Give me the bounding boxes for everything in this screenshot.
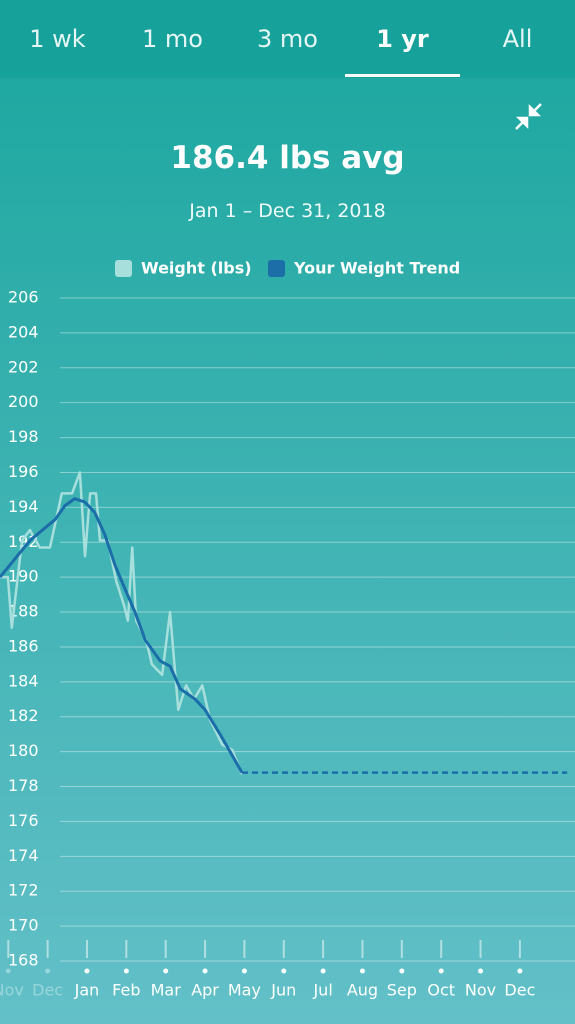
x-tick-dot xyxy=(5,968,11,974)
x-tick-dot xyxy=(123,968,129,974)
y-tick-label: 176 xyxy=(8,811,39,830)
y-tick-label: 180 xyxy=(8,741,39,760)
legend-swatch xyxy=(268,260,285,277)
collapse-icon[interactable] xyxy=(515,103,542,130)
y-tick-label: 198 xyxy=(8,427,39,446)
x-tick-label: Sep xyxy=(387,981,417,1000)
range-tabs: 1 wk 1 mo 3 mo 1 yr All xyxy=(0,0,575,78)
y-tick-label: 202 xyxy=(8,357,39,376)
range-tab[interactable]: All xyxy=(502,25,533,53)
x-tick-dot xyxy=(399,968,405,974)
legend-label: Weight (lbs) xyxy=(141,259,252,278)
x-tick-label: Dec xyxy=(504,981,535,1000)
x-tick-dot xyxy=(478,968,484,974)
x-tick-label: Jul xyxy=(312,981,332,1000)
x-tick-label: Jan xyxy=(74,981,100,1000)
range-tab[interactable]: 1 yr xyxy=(376,25,429,53)
y-tick-label: 192 xyxy=(8,532,39,551)
y-tick-label: 174 xyxy=(8,846,39,865)
y-tick-label: 194 xyxy=(8,497,39,516)
y-tick-label: 206 xyxy=(8,288,39,307)
x-tick-label: Oct xyxy=(427,981,455,1000)
x-tick-dot xyxy=(320,968,326,974)
range-tab[interactable]: 1 mo xyxy=(142,25,203,53)
x-tick-dot xyxy=(45,968,51,974)
x-tick-dot xyxy=(84,968,90,974)
x-tick-dot xyxy=(163,968,169,974)
date-range: Jan 1 – Dec 31, 2018 xyxy=(189,200,386,222)
series-line xyxy=(0,497,244,774)
x-tick-label: Aug xyxy=(347,981,378,1000)
x-tick-dot xyxy=(202,968,208,974)
x-tick-label: Dec xyxy=(32,981,63,1000)
y-tick-label: 200 xyxy=(8,392,39,411)
y-tick-label: 190 xyxy=(8,567,39,586)
average-weight: 186.4 lbs avg xyxy=(170,140,405,176)
legend-label: Your Weight Trend xyxy=(293,259,460,278)
y-tick-label: 168 xyxy=(8,951,39,970)
y-tick-label: 172 xyxy=(8,881,39,900)
x-tick-label: Nov xyxy=(0,981,24,1000)
range-tab[interactable]: 3 mo xyxy=(257,25,318,53)
range-tab[interactable]: 1 wk xyxy=(29,25,86,53)
series-line xyxy=(0,471,244,775)
x-tick-dot xyxy=(517,968,523,974)
x-tick-label: Feb xyxy=(112,981,140,1000)
x-tick-dot xyxy=(281,968,287,974)
y-tick-label: 188 xyxy=(8,602,39,621)
y-tick-label: 170 xyxy=(8,916,39,935)
x-tick-label: Jun xyxy=(270,981,296,1000)
y-tick-label: 196 xyxy=(8,462,39,481)
x-tick-label: May xyxy=(228,981,261,1000)
x-tick-dot xyxy=(241,968,247,974)
x-tick-dot xyxy=(438,968,444,974)
y-tick-label: 186 xyxy=(8,636,39,655)
y-tick-label: 178 xyxy=(8,776,39,795)
x-tick-label: Apr xyxy=(191,981,219,1000)
x-tick-label: Mar xyxy=(151,981,182,1000)
selected-tab-indicator xyxy=(345,74,460,77)
y-tick-label: 184 xyxy=(8,671,39,690)
legend-swatch xyxy=(115,260,132,277)
y-tick-label: 204 xyxy=(8,322,39,341)
x-tick-label: Nov xyxy=(465,981,496,1000)
x-tick-dot xyxy=(359,968,365,974)
y-tick-label: 182 xyxy=(8,706,39,725)
